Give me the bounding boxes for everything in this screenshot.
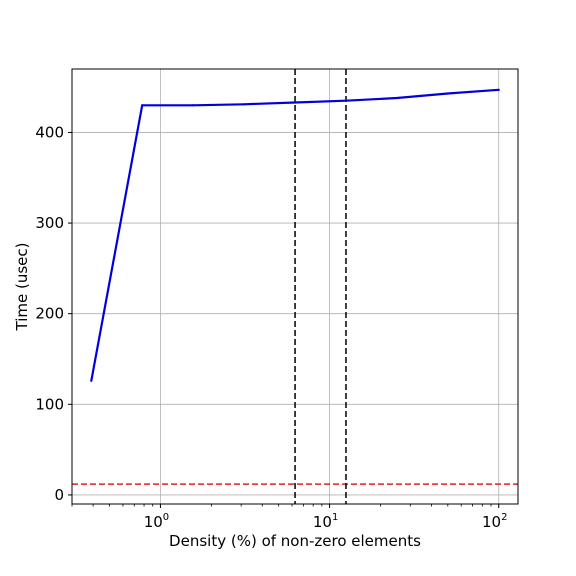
y-tick-label: 0 — [54, 486, 64, 504]
x-axis-label: Density (%) of non-zero elements — [169, 532, 421, 550]
ticks: 0 100 200 300 400 100 101 102 — [35, 123, 507, 531]
axes-frame — [71, 68, 519, 505]
x-tick-label: 102 — [482, 512, 507, 531]
y-tick-label: 400 — [35, 123, 64, 141]
data-point — [90, 379, 93, 382]
data-point — [192, 104, 195, 107]
x-tick-label: 100 — [144, 512, 169, 531]
y-axis-label: Time (usec) — [13, 243, 31, 332]
data-point — [293, 101, 297, 104]
data-point — [242, 103, 246, 106]
y-tick-label: 100 — [35, 395, 64, 413]
data-point — [395, 96, 398, 100]
y-tick-label: 200 — [35, 305, 64, 323]
data-point — [497, 88, 500, 91]
y-tick-label: 300 — [35, 214, 64, 232]
x-tick-label: 101 — [313, 512, 338, 531]
data-point — [141, 104, 144, 107]
data-point — [344, 99, 348, 102]
plot-area — [72, 69, 518, 504]
data-point — [446, 92, 449, 95]
